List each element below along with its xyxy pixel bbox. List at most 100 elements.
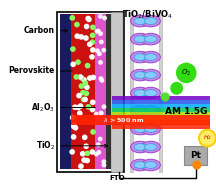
Bar <box>111 12 122 172</box>
Circle shape <box>79 164 83 168</box>
Circle shape <box>88 76 92 80</box>
Circle shape <box>79 76 84 80</box>
Text: $H_2$: $H_2$ <box>203 133 212 142</box>
Ellipse shape <box>134 108 146 114</box>
Circle shape <box>76 60 80 64</box>
Ellipse shape <box>145 72 157 78</box>
Circle shape <box>96 49 99 53</box>
Circle shape <box>97 29 100 33</box>
Circle shape <box>100 40 103 44</box>
Ellipse shape <box>145 90 157 96</box>
Bar <box>106 14 111 169</box>
Text: TiO$_2$: TiO$_2$ <box>35 140 108 152</box>
Circle shape <box>171 83 183 94</box>
Circle shape <box>193 161 201 169</box>
Ellipse shape <box>134 90 146 96</box>
Bar <box>112 125 210 129</box>
Bar <box>112 108 210 112</box>
Text: Pt: Pt <box>190 151 201 160</box>
Circle shape <box>73 126 78 130</box>
Bar <box>112 96 210 100</box>
Circle shape <box>161 93 169 101</box>
Text: AM 1.5G: AM 1.5G <box>165 107 207 116</box>
Circle shape <box>79 35 83 39</box>
Bar <box>57 12 124 172</box>
Circle shape <box>81 91 85 95</box>
Bar <box>71 14 95 169</box>
Circle shape <box>70 115 75 120</box>
Circle shape <box>85 151 89 156</box>
Circle shape <box>71 47 75 51</box>
Bar <box>60 14 71 169</box>
Ellipse shape <box>141 15 160 27</box>
Bar <box>95 14 106 169</box>
Circle shape <box>99 77 103 80</box>
Ellipse shape <box>134 72 146 78</box>
Circle shape <box>99 112 103 115</box>
Ellipse shape <box>131 141 150 153</box>
Circle shape <box>97 151 101 154</box>
Ellipse shape <box>131 123 150 135</box>
Circle shape <box>78 104 83 108</box>
Text: TiO$_2$/BiVO$_4$: TiO$_2$/BiVO$_4$ <box>122 9 173 21</box>
Circle shape <box>95 30 98 33</box>
Circle shape <box>84 24 89 29</box>
Bar <box>130 12 133 172</box>
Ellipse shape <box>145 54 157 60</box>
Ellipse shape <box>145 18 157 24</box>
Circle shape <box>86 105 91 109</box>
Ellipse shape <box>145 108 157 114</box>
Text: $\lambda$ > 500 nm: $\lambda$ > 500 nm <box>103 116 145 124</box>
Circle shape <box>83 135 87 139</box>
Ellipse shape <box>134 18 146 24</box>
Circle shape <box>102 105 106 108</box>
Ellipse shape <box>141 141 160 153</box>
Ellipse shape <box>134 144 146 150</box>
Ellipse shape <box>131 87 150 99</box>
Circle shape <box>91 100 95 104</box>
Circle shape <box>82 158 86 162</box>
Ellipse shape <box>145 144 157 150</box>
Ellipse shape <box>131 51 150 63</box>
Ellipse shape <box>134 54 146 60</box>
Circle shape <box>90 40 95 44</box>
Circle shape <box>98 52 101 56</box>
Circle shape <box>90 55 94 59</box>
Ellipse shape <box>141 123 160 135</box>
Circle shape <box>102 163 106 167</box>
Circle shape <box>102 48 106 52</box>
Circle shape <box>84 91 89 95</box>
Bar <box>159 12 162 172</box>
Circle shape <box>201 131 214 145</box>
Bar <box>112 120 210 125</box>
Circle shape <box>83 97 87 101</box>
Ellipse shape <box>131 69 150 81</box>
Circle shape <box>81 152 85 156</box>
Circle shape <box>79 84 84 88</box>
Circle shape <box>88 42 92 46</box>
Circle shape <box>78 75 83 79</box>
Ellipse shape <box>134 36 146 43</box>
Bar <box>184 146 207 165</box>
Ellipse shape <box>145 36 157 43</box>
Bar <box>112 116 210 120</box>
Circle shape <box>85 85 89 89</box>
Ellipse shape <box>145 162 157 168</box>
Circle shape <box>70 150 74 154</box>
Circle shape <box>74 75 78 79</box>
Ellipse shape <box>141 33 160 45</box>
Circle shape <box>91 25 95 29</box>
Ellipse shape <box>145 126 157 132</box>
Text: Perovskite: Perovskite <box>9 67 72 75</box>
Circle shape <box>75 22 79 27</box>
Ellipse shape <box>141 51 160 63</box>
Circle shape <box>91 75 95 80</box>
Circle shape <box>91 33 95 37</box>
Circle shape <box>99 61 102 64</box>
Text: Carbon: Carbon <box>24 26 67 35</box>
Ellipse shape <box>134 126 146 132</box>
Circle shape <box>199 129 216 147</box>
Circle shape <box>99 15 102 18</box>
Ellipse shape <box>131 159 150 171</box>
Circle shape <box>85 158 89 163</box>
